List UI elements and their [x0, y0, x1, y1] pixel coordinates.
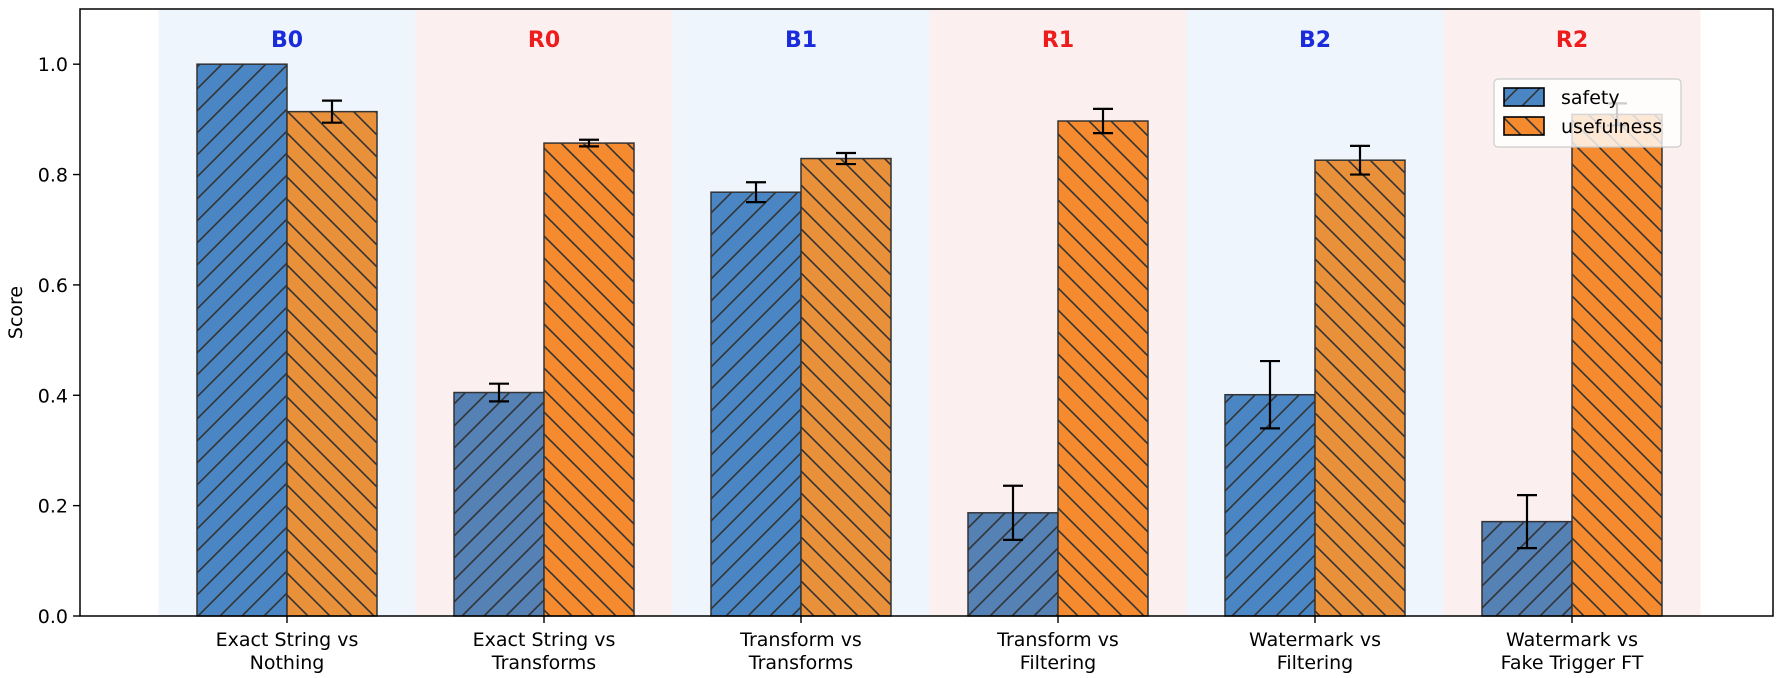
x-tick-label-line: Exact String vs [473, 629, 616, 651]
y-tick-label: 0.4 [38, 385, 68, 407]
x-tick-label-line: Nothing [250, 652, 325, 674]
y-tick-label: 0.8 [38, 165, 68, 187]
legend-swatch-hatch-usefulness [1503, 116, 1545, 136]
group-label-r1: R1 [1042, 28, 1074, 53]
bar-hatch-safety-b0 [196, 63, 288, 617]
group-label-r0: R0 [528, 28, 560, 53]
x-tick-label: Watermark vs Fake Trigger FT [1501, 629, 1644, 674]
x-tick-label: Exact String vs Transforms [473, 629, 616, 674]
legend-swatch-hatch-safety [1503, 87, 1545, 107]
bar-hatch-safety-b2 [1224, 393, 1316, 617]
y-axis-label: Score [5, 286, 27, 339]
x-tick-label-line: Transform vs [739, 629, 862, 651]
group-label-r2: R2 [1556, 28, 1588, 53]
bar-hatch-usefulness-b2 [1314, 159, 1406, 617]
y-tick-label: 0.2 [38, 496, 68, 518]
group-label-b0: B0 [271, 28, 303, 53]
x-tick-label-line: Filtering [1020, 652, 1096, 674]
group-label-b2: B2 [1299, 28, 1331, 53]
legend-label-usefulness: usefulness [1561, 116, 1662, 138]
plot-frame [79, 8, 1774, 617]
y-tick-label: 1.0 [38, 54, 68, 76]
x-tick-label: Transform vs Transforms [739, 629, 862, 674]
bar-hatch-usefulness-b1 [800, 157, 892, 617]
x-tick-label: Watermark vs Filtering [1249, 629, 1381, 674]
x-tick-label: Transform vs Filtering [996, 629, 1119, 674]
x-tick-label-line: Fake Trigger FT [1501, 652, 1644, 674]
x-tick-label-line: Transform vs [996, 629, 1119, 651]
x-tick-label: Exact String vs Nothing [216, 629, 359, 674]
x-tick-label-line: Watermark vs [1249, 629, 1381, 651]
bar-hatch-usefulness-b0 [286, 110, 378, 617]
legend-label-safety: safety [1561, 87, 1620, 109]
y-tick-label: 0.0 [38, 606, 68, 628]
x-tick-label-line: Transforms [748, 652, 853, 674]
y-tick-label: 0.6 [38, 275, 68, 297]
bar-hatch-usefulness-r0 [543, 142, 635, 617]
bar-hatch-usefulness-r2 [1571, 113, 1663, 617]
bar-hatch-safety-r0 [453, 391, 545, 617]
x-tick-label-line: Watermark vs [1506, 629, 1638, 651]
group-label-b1: B1 [785, 28, 817, 53]
x-tick-label-line: Filtering [1277, 652, 1353, 674]
bar-hatch-usefulness-r1 [1057, 120, 1149, 617]
x-tick-label-line: Exact String vs [216, 629, 359, 651]
bar-hatch-safety-b1 [710, 191, 802, 617]
x-tick-label-line: Transforms [491, 652, 596, 674]
